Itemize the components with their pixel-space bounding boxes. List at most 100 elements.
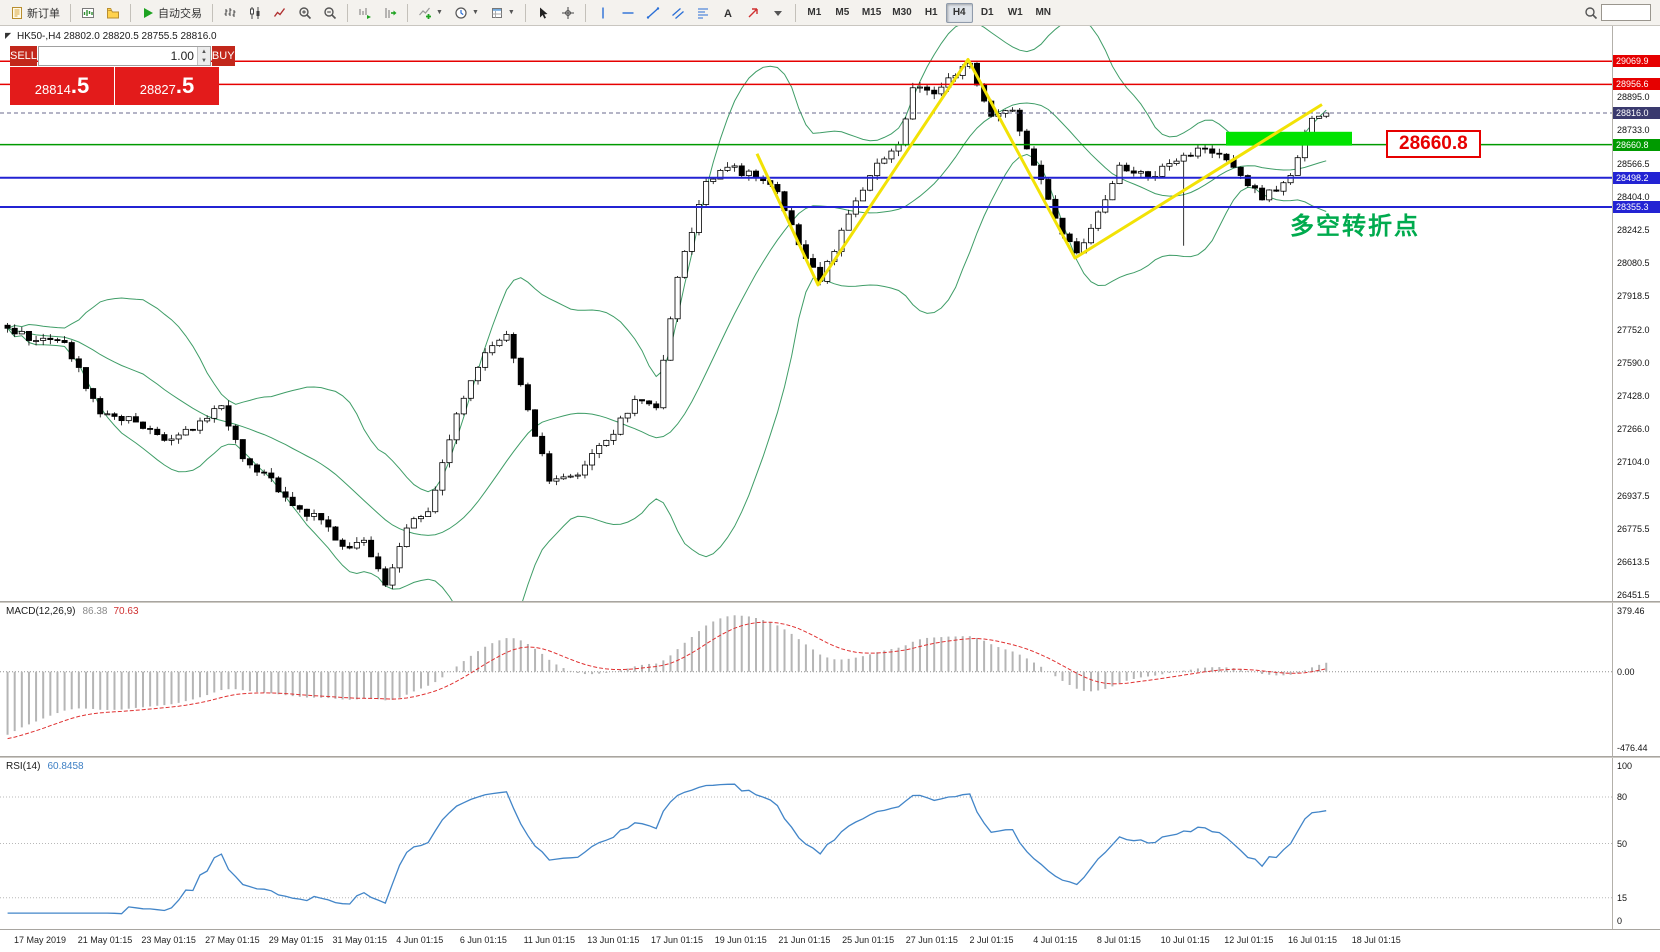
time-axis-label: 4 Jul 01:15 (1033, 935, 1078, 945)
timeframe-h4-button[interactable]: H4 (945, 2, 973, 23)
timeframe-d1-button[interactable]: D1 (980, 7, 994, 18)
trendline-icon (646, 6, 660, 20)
bar-chart-mode-button[interactable] (218, 2, 242, 24)
time-axis-label: 11 Jun 01:15 (523, 935, 575, 945)
price-scale-divider (1612, 26, 1613, 929)
buy-price-pips: .5 (175, 73, 195, 98)
one-click-collapse-icon[interactable]: ◤ (5, 31, 12, 40)
toolbar-separator (347, 3, 348, 22)
line-chart-icon (273, 6, 287, 20)
indicators-icon (418, 6, 432, 20)
fibonacci-button[interactable] (691, 2, 715, 24)
zoom-out-icon (323, 6, 337, 20)
symbol-search-input[interactable] (1601, 4, 1651, 21)
cursor-icon (536, 6, 550, 20)
time-axis-label: 27 Jun 01:15 (905, 935, 958, 945)
new-order-icon (10, 6, 24, 20)
macd-pane-resize-handle[interactable] (0, 601, 1660, 603)
buy-price-button[interactable]: 28827.5 (115, 67, 219, 105)
timeframe-m1-button[interactable]: M1 (807, 7, 822, 18)
line-chart-mode-button[interactable] (268, 2, 292, 24)
time-axis[interactable]: 17 May 2019 21 May 01:15 23 May 01:15 27 Ma… (0, 929, 1660, 952)
timeframe-mn-button[interactable]: MN (1035, 7, 1051, 18)
sell-price-button[interactable]: 28814.5 (10, 67, 114, 105)
one-click-trading-panel: SELL ▲ ▼ BUY 28814.5 28827.5 (10, 46, 235, 105)
templates-button[interactable]: ▼ (485, 2, 520, 24)
timeframe-w1-button[interactable]: W1 (1007, 7, 1023, 18)
sell-button[interactable]: SELL (10, 46, 37, 66)
chart-ohlc-readout: HK50-,H4 28802.0 28820.5 28755.5 28816.0 (17, 31, 217, 42)
rsi-pane-resize-handle[interactable] (0, 756, 1660, 758)
toolbar-separator (407, 3, 408, 22)
new-order-label: 新订单 (27, 7, 60, 20)
timeframe-m30-button[interactable]: M30 (892, 7, 912, 18)
time-axis-label: 23 May 01:15 (141, 935, 196, 945)
new-order-button[interactable]: 新订单 (5, 2, 65, 24)
profiles-button[interactable] (101, 2, 125, 24)
autotrading-button[interactable]: 自动交易 (136, 2, 207, 24)
arrow-icon (746, 6, 760, 20)
time-axis-label: 21 Jun 01:15 (778, 935, 831, 945)
price-level-label[interactable]: 28660.8 (1386, 130, 1481, 158)
time-axis-label: 19 Jun 01:15 (714, 935, 767, 945)
volume-spinner: ▲ ▼ (196, 47, 210, 65)
turning-point-annotation[interactable]: 多空转折点 (1290, 213, 1420, 240)
dropdown-arrow-icon: ▼ (471, 9, 479, 16)
time-axis-label: 17 Jun 01:15 (651, 935, 704, 945)
dropdown-arrow-icon: ▼ (436, 9, 443, 16)
rsi-label: RSI(14) (6, 761, 41, 772)
text-label-button[interactable]: A (716, 2, 740, 24)
indicators-button[interactable]: ▼ (413, 2, 448, 24)
shapes-menu-button[interactable] (766, 2, 790, 24)
chart-window-icon (81, 6, 95, 20)
time-axis-label: 29 May 01:15 (268, 935, 324, 945)
arrow-object-button[interactable] (741, 2, 765, 24)
fibonacci-icon (696, 6, 710, 20)
timeframe-m5-button[interactable]: M5 (835, 7, 850, 18)
bar-chart-icon (223, 6, 237, 20)
time-axis-label: 25 Jun 01:15 (842, 935, 895, 945)
volume-increase-button[interactable]: ▲ (197, 47, 210, 56)
toolbar-separator (70, 3, 71, 22)
toolbar-separator (130, 3, 131, 22)
toolbar-separator (212, 3, 213, 22)
text-icon: A (721, 6, 735, 20)
candlestick-mode-button[interactable] (243, 2, 267, 24)
time-axis-label: 13 Jun 01:15 (587, 935, 640, 945)
macd-label: MACD(12,26,9) (6, 606, 76, 617)
chart-shift-button[interactable] (378, 2, 402, 24)
volume-decrease-button[interactable]: ▼ (197, 56, 210, 65)
zoom-in-button[interactable] (293, 2, 317, 24)
buy-button[interactable]: BUY (211, 46, 235, 66)
timeframe-m15-button[interactable]: M15 (861, 7, 882, 18)
open-chart-window-button[interactable] (76, 2, 100, 24)
buy-price-main: 28827 (139, 82, 176, 97)
rsi-indicator-header: RSI(14) 60.8458 (6, 761, 84, 772)
candlestick-icon (248, 6, 262, 20)
time-axis-label: 4 Jun 01:15 (396, 935, 444, 945)
time-axis-label: 18 Jul 01:15 (1351, 935, 1401, 945)
crosshair-button[interactable] (556, 2, 580, 24)
sell-price-pips: .5 (70, 73, 90, 98)
volume-input[interactable] (38, 47, 197, 65)
zoom-out-button[interactable] (318, 2, 342, 24)
equidistant-channel-button[interactable] (666, 2, 690, 24)
periods-button[interactable]: ▼ (449, 2, 484, 24)
timeframe-h1-button[interactable]: H1 (924, 7, 938, 18)
time-axis-label: 10 Jul 01:15 (1160, 935, 1210, 945)
time-axis-label: 16 Jul 01:15 (1288, 935, 1338, 945)
horizontal-line-button[interactable] (616, 2, 640, 24)
time-axis-label: 12 Jul 01:15 (1224, 935, 1274, 945)
sell-price-main: 28814 (34, 82, 71, 97)
cursor-button[interactable] (531, 2, 555, 24)
main-toolbar: 新订单 自动交易 ▼ ▼ ▼ A M1 M5 M15 M30 H1 H4 D1 W1 MN (0, 0, 1660, 26)
vertical-line-button[interactable] (591, 2, 615, 24)
trendline-button[interactable] (641, 2, 665, 24)
autotrading-label: 自动交易 (158, 7, 202, 20)
toolbar-separator (584, 3, 586, 22)
auto-scroll-button[interactable] (353, 2, 377, 24)
dropdown-arrow-icon: ▼ (507, 9, 515, 16)
autoscroll-icon (358, 6, 372, 20)
